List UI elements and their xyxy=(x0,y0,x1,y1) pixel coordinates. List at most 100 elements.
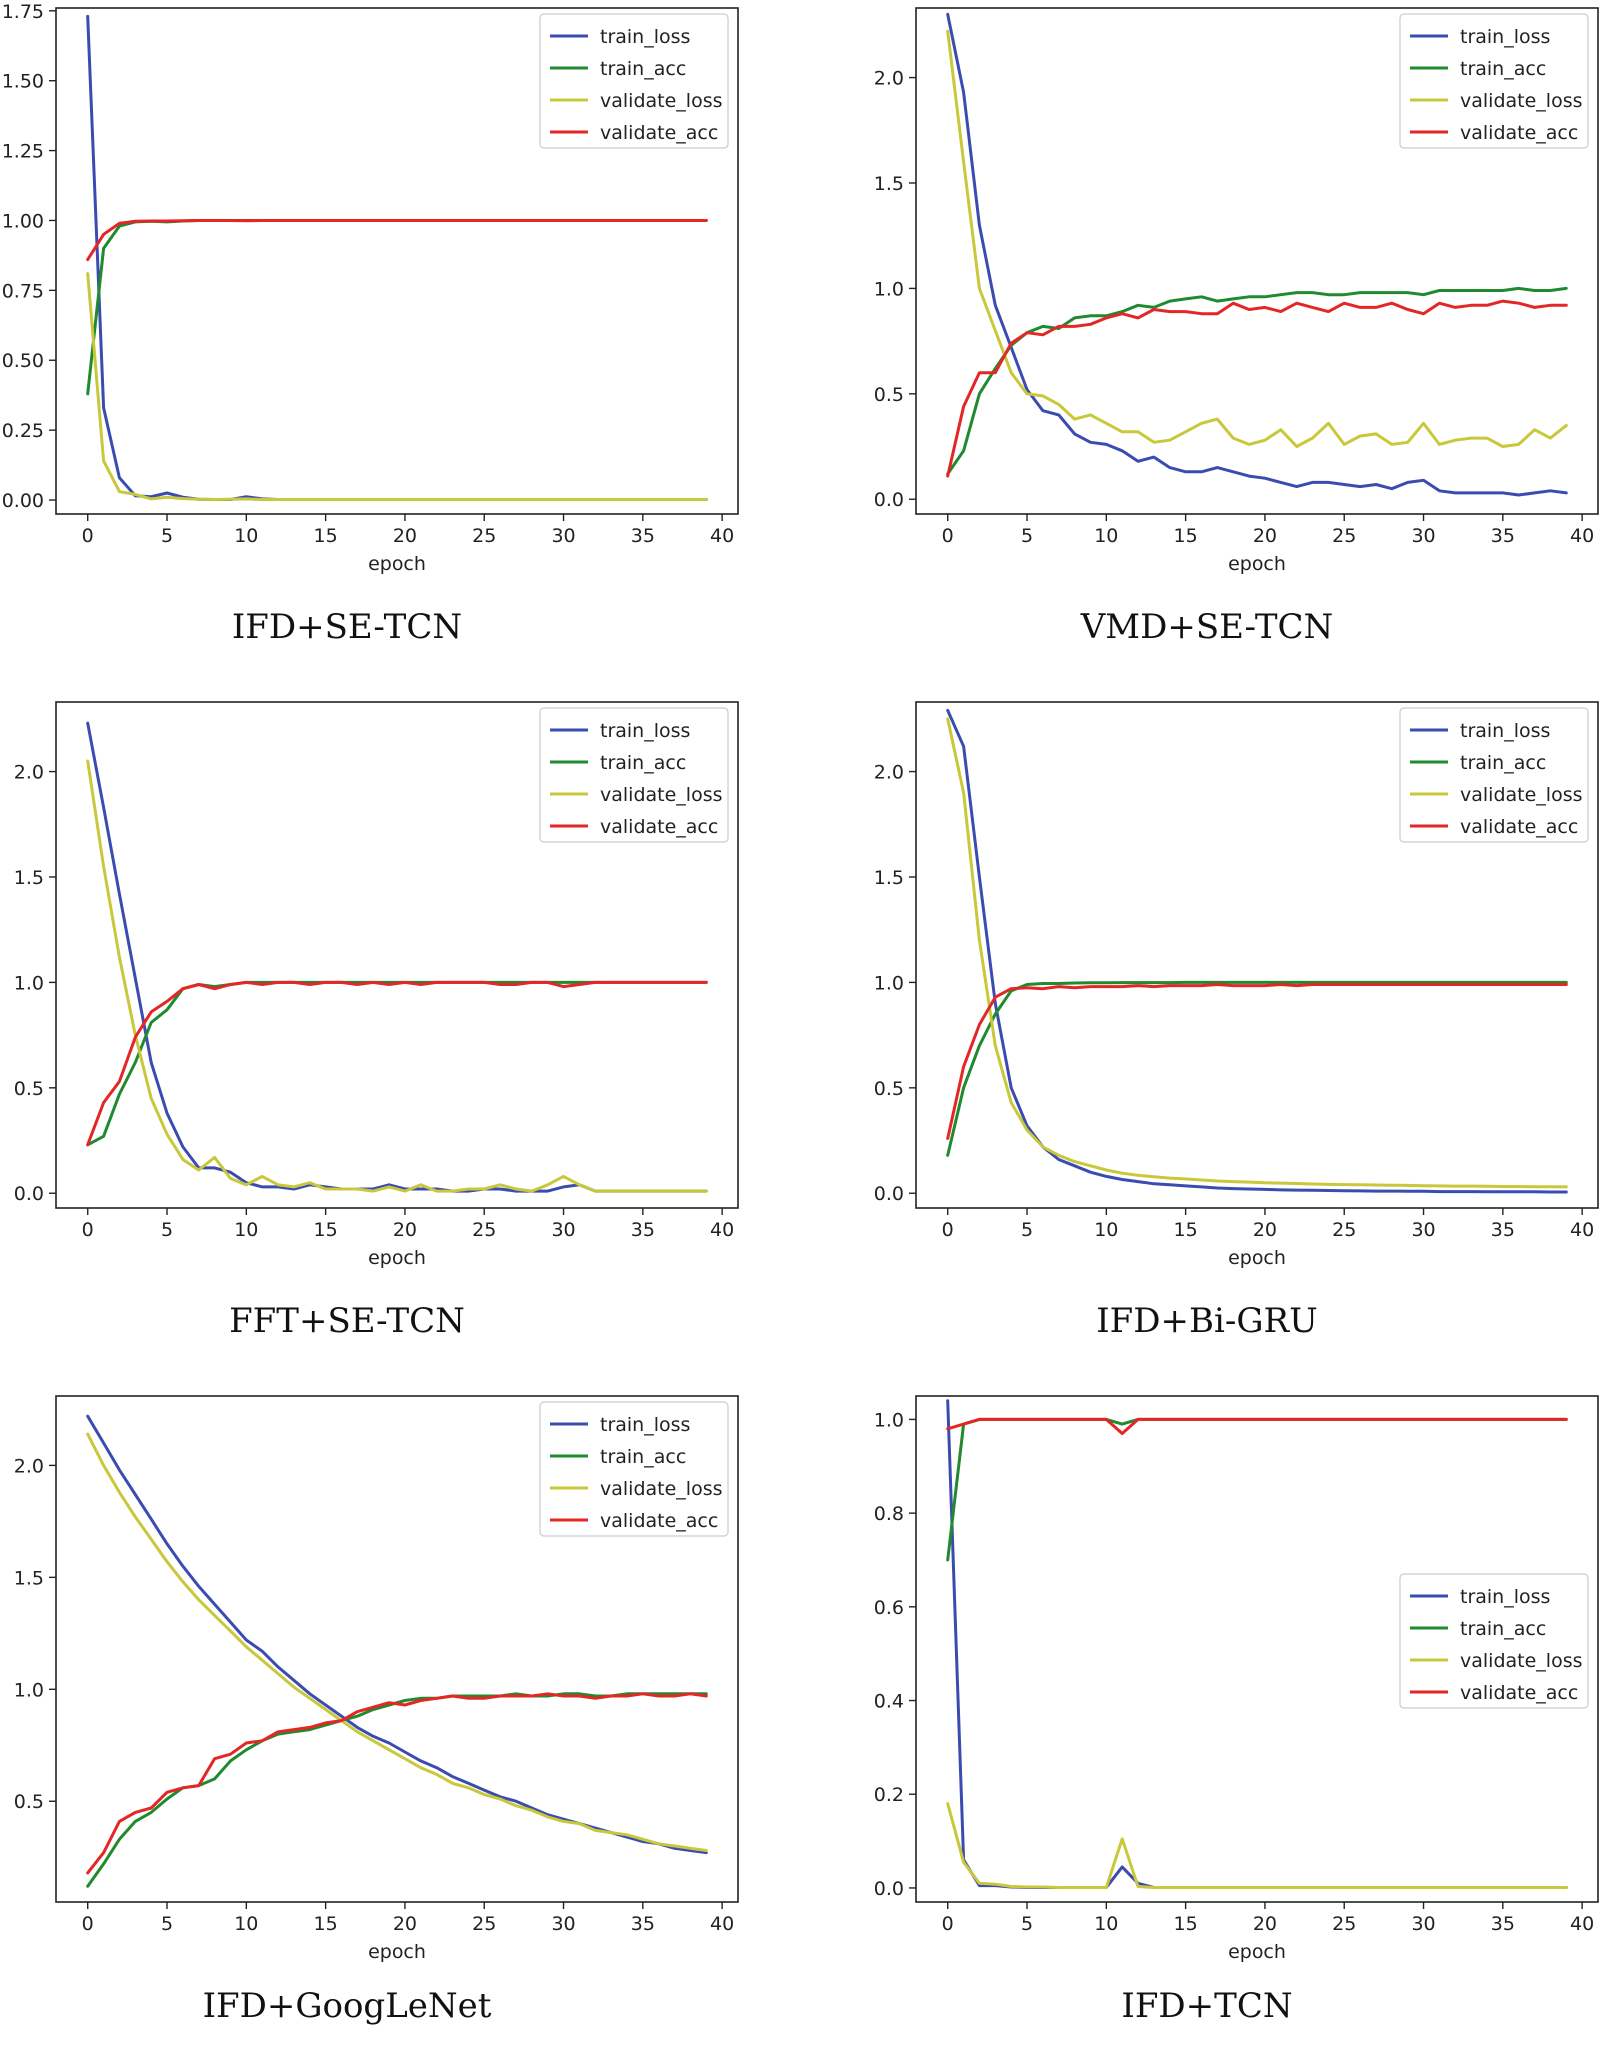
x-tick-label: 30 xyxy=(551,525,575,547)
x-tick-label: 30 xyxy=(1411,1219,1435,1241)
y-tick-label: 0.25 xyxy=(2,420,44,442)
x-axis-label: epoch xyxy=(1228,553,1286,575)
legend-label-train_acc: train_acc xyxy=(1460,1618,1546,1640)
chart-panel-2: 0 5 10 15 20 25 30 35 40 0.0 0.5 1.0 1.5 2.0 epoch trai… xyxy=(874,7,1599,647)
x-tick-label: 15 xyxy=(314,1913,338,1935)
x-tick-label: 5 xyxy=(1021,1913,1033,1935)
y-tick-label: 0.4 xyxy=(874,1691,904,1713)
y-tick-label: 1.25 xyxy=(2,141,44,163)
series-line-validate_acc xyxy=(946,299,1568,478)
series-line-train_acc xyxy=(86,980,708,1147)
x-tick-label: 5 xyxy=(161,1219,173,1241)
y-tick-label: 1.75 xyxy=(2,1,44,23)
y-tick-label: 0.5 xyxy=(14,1791,44,1813)
x-tick-label: 0 xyxy=(82,1219,94,1241)
panel-caption: IFD+TCN xyxy=(1121,1986,1292,2026)
plot-frame xyxy=(55,1395,739,1903)
series-line-validate_loss xyxy=(946,717,1568,1189)
x-tick-label: 20 xyxy=(393,525,417,547)
legend-label-train_acc: train_acc xyxy=(600,1446,686,1468)
y-tick-label: 0.50 xyxy=(2,350,44,372)
x-tick-label: 0 xyxy=(82,1913,94,1935)
series-line-train_loss xyxy=(946,708,1568,1194)
legend-box xyxy=(539,13,729,149)
y-tick-label: 0.5 xyxy=(874,384,904,406)
y-tick-label: 1.0 xyxy=(874,1409,904,1431)
legend: train_loss train_acc validate_loss validate… xyxy=(1399,13,1589,149)
y-tick-label: 1.0 xyxy=(874,278,904,300)
series-line-validate_loss xyxy=(86,272,708,501)
legend-label-validate_loss: validate_loss xyxy=(600,90,723,112)
chart-panel-5: 0 5 10 15 20 25 30 35 40 0.5 1.0 1.5 2.0 epoch train_l… xyxy=(14,1395,739,2026)
legend-label-validate_loss: validate_loss xyxy=(1460,1650,1583,1672)
series-line-validate_loss xyxy=(946,29,1568,448)
plot-frame xyxy=(915,701,1599,1209)
y-tick-label: 0.8 xyxy=(874,1503,904,1525)
series-line-validate_acc xyxy=(86,1692,708,1875)
plot-frame xyxy=(55,701,739,1209)
x-tick-label: 20 xyxy=(1253,525,1277,547)
x-axis-label: epoch xyxy=(368,1941,426,1963)
x-tick-label: 35 xyxy=(631,525,655,547)
panel-caption: IFD+GoogLeNet xyxy=(203,1986,492,2026)
x-tick-label: 10 xyxy=(1094,1913,1118,1935)
legend-label-train_loss: train_loss xyxy=(1460,720,1550,742)
series-line-validate_acc xyxy=(86,980,708,1147)
legend-label-train_acc: train_acc xyxy=(1460,58,1546,80)
x-tick-label: 40 xyxy=(1570,1219,1594,1241)
legend-label-validate_acc: validate_acc xyxy=(600,816,718,838)
chart-panel-6: 0 5 10 15 20 25 30 35 40 0.0 0.2 0.4 0.6 0.8 1.0 epoch t… xyxy=(874,1395,1599,2026)
legend: train_loss train_acc validate_loss validate… xyxy=(1399,1573,1589,1709)
x-tick-label: 25 xyxy=(472,525,496,547)
x-tick-label: 0 xyxy=(942,525,954,547)
y-tick-label: 2.0 xyxy=(14,1455,44,1477)
legend: train_loss train_acc validate_loss validate… xyxy=(539,707,729,843)
legend-box xyxy=(539,1401,729,1537)
x-tick-label: 5 xyxy=(1021,525,1033,547)
x-tick-label: 15 xyxy=(314,1219,338,1241)
legend-label-validate_loss: validate_loss xyxy=(600,1478,723,1500)
legend-label-train_acc: train_acc xyxy=(600,58,686,80)
x-tick-label: 30 xyxy=(551,1219,575,1241)
panel-caption: VMD+SE-TCN xyxy=(1080,607,1334,647)
series-line-train_acc xyxy=(946,1417,1568,1562)
legend: train_loss train_acc validate_loss validate… xyxy=(539,13,729,149)
x-tick-label: 30 xyxy=(551,1913,575,1935)
y-tick-label: 1.00 xyxy=(2,210,44,232)
x-tick-label: 40 xyxy=(710,1913,734,1935)
x-tick-label: 25 xyxy=(472,1913,496,1935)
x-tick-label: 30 xyxy=(1411,1913,1435,1935)
x-tick-label: 10 xyxy=(234,525,258,547)
legend-label-validate_acc: validate_acc xyxy=(600,1510,718,1532)
plot-frame xyxy=(915,1395,1599,1903)
x-tick-label: 20 xyxy=(1253,1913,1277,1935)
x-tick-label: 20 xyxy=(393,1913,417,1935)
x-tick-label: 10 xyxy=(1094,525,1118,547)
legend: train_loss train_acc validate_loss validate… xyxy=(1399,707,1589,843)
x-tick-label: 40 xyxy=(1570,525,1594,547)
x-tick-label: 10 xyxy=(234,1219,258,1241)
x-tick-label: 40 xyxy=(1570,1913,1594,1935)
legend-label-train_loss: train_loss xyxy=(1460,1586,1550,1608)
plot-frame xyxy=(915,7,1599,515)
y-tick-label: 0.5 xyxy=(874,1078,904,1100)
plot-frame xyxy=(55,7,739,515)
x-tick-label: 0 xyxy=(942,1219,954,1241)
x-tick-label: 15 xyxy=(1174,525,1198,547)
legend-box xyxy=(1399,707,1589,843)
legend-label-validate_acc: validate_acc xyxy=(600,122,718,144)
x-tick-label: 25 xyxy=(472,1219,496,1241)
x-axis-label: epoch xyxy=(368,1247,426,1269)
y-tick-label: 1.5 xyxy=(874,173,904,195)
panel-caption: IFD+Bi-GRU xyxy=(1096,1301,1318,1341)
x-tick-label: 35 xyxy=(631,1219,655,1241)
series-line-validate_loss xyxy=(86,759,708,1193)
y-tick-label: 1.5 xyxy=(14,867,44,889)
x-tick-label: 10 xyxy=(1094,1219,1118,1241)
legend: train_loss train_acc validate_loss validate… xyxy=(539,1401,729,1537)
legend-label-train_loss: train_loss xyxy=(600,1414,690,1436)
x-tick-label: 25 xyxy=(1332,525,1356,547)
y-tick-label: 0.00 xyxy=(2,490,44,512)
series-line-train_acc xyxy=(86,219,708,396)
x-axis-label: epoch xyxy=(1228,1941,1286,1963)
